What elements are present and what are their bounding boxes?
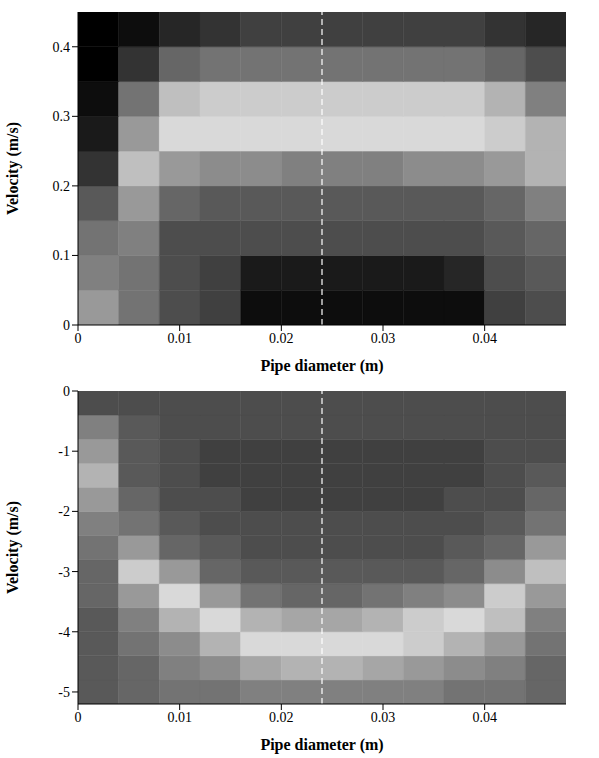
svg-text:-1: -1 [58,444,70,459]
svg-text:-2: -2 [58,504,70,519]
svg-text:0.03: 0.03 [371,331,396,346]
svg-text:0.02: 0.02 [269,710,294,725]
svg-text:0.01: 0.01 [167,710,192,725]
svg-text:Velocity (m/s): Velocity (m/s) [4,122,22,215]
svg-text:0.1: 0.1 [53,248,71,263]
svg-text:0: 0 [63,318,70,333]
svg-text:0.02: 0.02 [269,331,294,346]
svg-text:Velocity (m/s): Velocity (m/s) [4,501,22,594]
svg-text:-4: -4 [58,625,70,640]
svg-text:Pipe diameter (m): Pipe diameter (m) [260,736,383,754]
svg-text:0.3: 0.3 [53,109,71,124]
svg-text:0.03: 0.03 [371,710,396,725]
svg-text:0: 0 [75,331,82,346]
svg-text:0.04: 0.04 [472,331,497,346]
svg-text:0.2: 0.2 [53,179,71,194]
svg-text:0.04: 0.04 [472,710,497,725]
svg-text:-5: -5 [58,685,70,700]
svg-text:0: 0 [75,710,82,725]
svg-text:Pipe diameter (m): Pipe diameter (m) [260,357,383,375]
svg-text:-3: -3 [58,565,70,580]
svg-text:0: 0 [63,384,70,399]
svg-text:0.4: 0.4 [53,40,71,55]
svg-text:0.01: 0.01 [167,331,192,346]
